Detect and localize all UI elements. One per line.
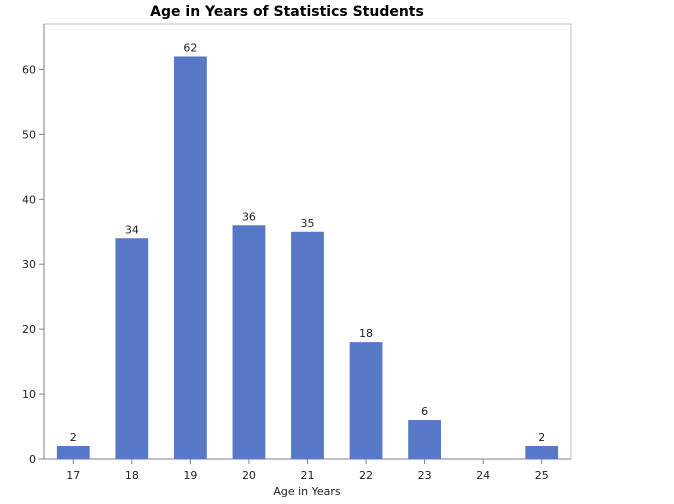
- bar-value-label: 2: [538, 431, 545, 444]
- y-axis-tick-label: 10: [22, 388, 36, 401]
- y-axis-tick-label: 0: [29, 453, 36, 466]
- bar: [291, 231, 324, 459]
- x-axis-tick-label: 23: [418, 469, 432, 482]
- y-axis-tick-label: 60: [22, 63, 36, 76]
- bar-value-label: 2: [70, 431, 77, 444]
- x-axis-tick-label: 22: [359, 469, 373, 482]
- bar: [232, 225, 266, 459]
- bar-value-label: 35: [301, 217, 315, 230]
- y-axis-tick-label: 20: [22, 323, 36, 336]
- x-axis-tick-label: 18: [125, 469, 139, 482]
- x-axis: 17 18 19 20 21 22 23 24 25: [44, 458, 571, 482]
- x-axis-tick-label: 24: [476, 469, 490, 482]
- bars: [56, 56, 559, 460]
- bar-value-label: 62: [183, 41, 197, 54]
- y-axis-tick-label: 30: [22, 258, 36, 271]
- x-axis-tick-label: 19: [183, 469, 197, 482]
- bar: [525, 446, 559, 459]
- y-axis-tick-label: 50: [22, 128, 36, 141]
- x-axis-tick-label: 17: [66, 469, 80, 482]
- bar-value-label: 34: [125, 223, 139, 236]
- y-axis-tick-label: 40: [22, 193, 36, 206]
- bar: [173, 56, 207, 460]
- bar: [56, 446, 90, 459]
- bar-value-label: 36: [242, 210, 256, 223]
- bar: [115, 238, 149, 459]
- y-axis: 0 10 20 30 40 50 60: [22, 24, 45, 466]
- bar-value-label: 6: [421, 405, 428, 418]
- bar-value-label: 18: [359, 327, 373, 340]
- chart-title: Age in Years of Statistics Students: [150, 4, 424, 20]
- x-axis-label: Age in Years: [273, 485, 341, 498]
- bar: [408, 420, 442, 459]
- x-axis-tick-label: 20: [242, 469, 256, 482]
- x-axis-tick-label: 21: [301, 469, 315, 482]
- bar: [349, 342, 383, 459]
- x-axis-tick-label: 25: [535, 469, 549, 482]
